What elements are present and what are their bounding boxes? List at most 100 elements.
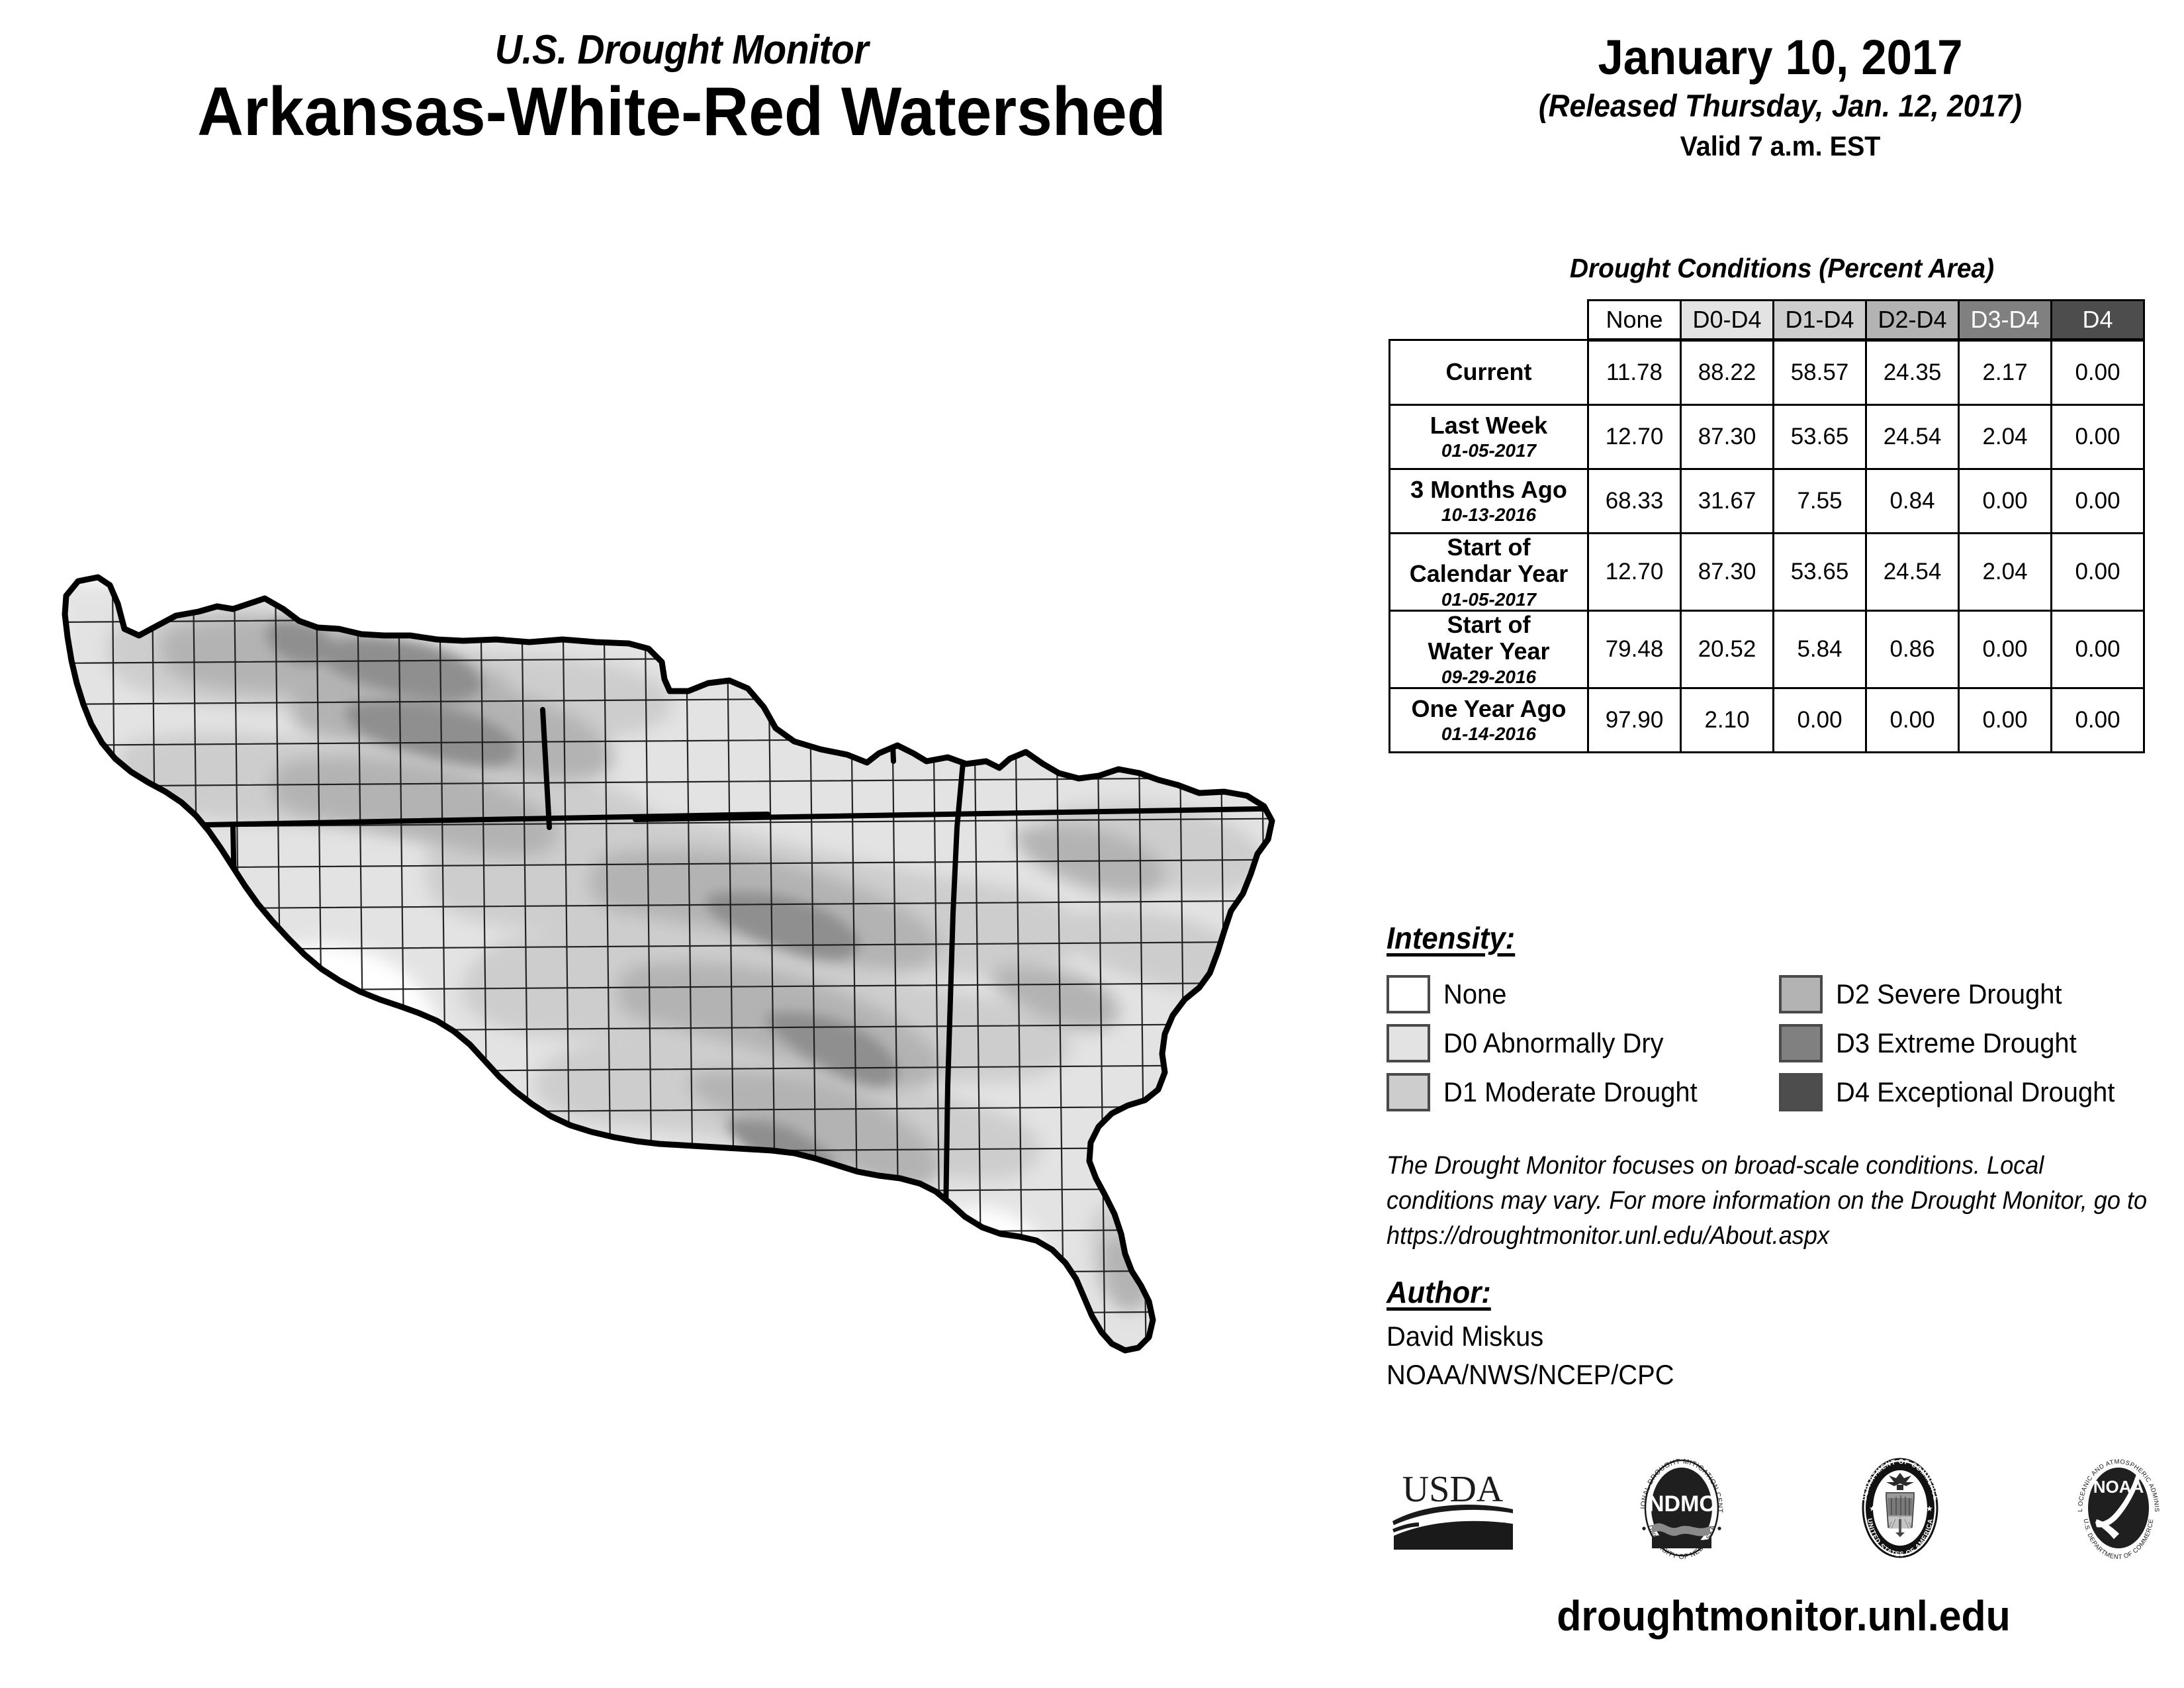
drought-conditions-table: None D0-D4 D1-D4 D2-D4 D3-D4 D4 Current 1… xyxy=(1388,299,2145,753)
row-label-date: 09-29-2016 xyxy=(1441,666,1537,687)
table-row: Start of Calendar Year 01-05-2017 12.70 87.3… xyxy=(1388,532,2145,612)
legend-item-1: D2 Severe Drought xyxy=(1779,970,2153,1019)
row-label-date: 10-13-2016 xyxy=(1441,504,1537,526)
cell-r2-c0: 68.33 xyxy=(1587,468,1682,534)
cell-r3-c1: 87.30 xyxy=(1680,532,1774,612)
cell-r4-c5: 0.00 xyxy=(2050,609,2145,689)
legend-label: D3 Extreme Drought xyxy=(1836,1027,2077,1058)
svg-text:★: ★ xyxy=(1869,1504,1876,1513)
cell-r5-c3: 0.00 xyxy=(1865,686,1960,753)
legend-label: None xyxy=(1443,978,1507,1009)
column-header-none: None xyxy=(1587,299,1682,342)
cell-r4-c1: 20.52 xyxy=(1680,609,1774,689)
valid-time: Valid 7 a.m. EST xyxy=(1680,130,1881,162)
row-label-4: Start of Water Year 09-29-2016 xyxy=(1388,609,1589,689)
title-block: U.S. Drought Monitor Arkansas-White-Red … xyxy=(0,30,1363,150)
author-organization: NOAA/NWS/NCEP/CPC xyxy=(1387,1359,1674,1390)
footer-url: droughtmonitor.unl.edu xyxy=(1557,1592,2011,1640)
intensity-heading: Intensity: xyxy=(1387,921,1516,955)
disclaimer-text: The Drought Monitor focuses on broad-sca… xyxy=(1387,1152,2148,1250)
column-header-d3: D3-D4 xyxy=(1958,299,2052,342)
page-title: Arkansas-White-Red Watershed xyxy=(197,73,1166,150)
legend-label: D1 Moderate Drought xyxy=(1443,1076,1698,1107)
cell-r4-c4: 0.00 xyxy=(1958,609,2052,689)
legend-swatch xyxy=(1387,975,1430,1013)
row-label-3: Start of Calendar Year 01-05-2017 xyxy=(1388,532,1589,612)
cell-r3-c3: 24.54 xyxy=(1865,532,1960,612)
doc-seal: DEPARTMENT OF COMMERCE UNITED STATES OF … xyxy=(1848,1445,1952,1574)
svg-text:★: ★ xyxy=(1926,1504,1933,1513)
cell-r3-c5: 0.00 xyxy=(2050,532,2145,612)
table-row: 3 Months Ago 10-13-2016 68.33 31.67 7.55 0.84… xyxy=(1388,468,2145,534)
row-label-text: Start of Calendar Year xyxy=(1409,534,1569,588)
author-heading: Author: xyxy=(1387,1275,1491,1309)
table-body: Current 11.78 88.22 58.57 24.35 2.17 0.00 Last … xyxy=(1388,339,2145,753)
table-row: Last Week 01-05-2017 12.70 87.30 53.65 24.54 2… xyxy=(1388,404,2145,470)
legend-swatch xyxy=(1779,1073,1823,1111)
table-row: One Year Ago 01-14-2016 97.90 2.10 0.00 0.00 0… xyxy=(1388,686,2145,753)
cell-r3-c4: 2.04 xyxy=(1958,532,2052,612)
cell-r3-c0: 12.70 xyxy=(1587,532,1682,612)
cell-r5-c1: 2.10 xyxy=(1680,686,1774,753)
logo-row: USDA NATIONAL DROUGHT MITIGATION CENTER … xyxy=(1390,1439,2171,1575)
cell-r3-c2: 53.65 xyxy=(1772,532,1867,612)
cell-r1-c2: 53.65 xyxy=(1772,404,1867,470)
drought-map xyxy=(40,543,1357,1383)
legend-label: D0 Abnormally Dry xyxy=(1443,1027,1664,1058)
noaa-logo: NATIONAL OCEANIC AND ATMOSPHERIC ADMINIS… xyxy=(2064,1440,2171,1574)
cell-r2-c5: 0.00 xyxy=(2050,468,2145,534)
row-label-text: Start of Water Year xyxy=(1428,610,1550,665)
map-svg xyxy=(62,574,1275,1354)
legend-swatch xyxy=(1779,1024,1823,1062)
table-row: Current 11.78 88.22 58.57 24.35 2.17 0.00 xyxy=(1388,339,2145,406)
cell-r1-c5: 0.00 xyxy=(2050,404,2145,470)
row-label-text: Last Week xyxy=(1430,412,1548,440)
cell-r0-c0: 11.78 xyxy=(1587,339,1682,406)
legend-item-3: D3 Extreme Drought xyxy=(1779,1019,2153,1068)
row-label-5: One Year Ago 01-14-2016 xyxy=(1388,686,1589,753)
cell-r0-c1: 88.22 xyxy=(1680,339,1774,406)
row-label-date: 01-14-2016 xyxy=(1441,724,1537,745)
svg-text:NOAA: NOAA xyxy=(2093,1477,2144,1497)
cell-r2-c2: 7.55 xyxy=(1772,468,1867,534)
svg-text:USDA: USDA xyxy=(1402,1469,1504,1510)
cell-r5-c2: 0.00 xyxy=(1772,686,1867,753)
legend-swatch xyxy=(1779,975,1823,1013)
date-block: January 10, 2017 (Released Thursday, Jan… xyxy=(1383,32,2177,162)
cell-r5-c0: 97.90 xyxy=(1587,686,1682,753)
cell-r0-c5: 0.00 xyxy=(2050,339,2145,406)
column-header-d4: D4 xyxy=(2050,299,2145,342)
watershed-outline xyxy=(62,574,1275,1354)
cell-r2-c3: 0.84 xyxy=(1865,468,1960,534)
ndmc-logo: NATIONAL DROUGHT MITIGATION CENTER UNIVE… xyxy=(1627,1439,1734,1574)
table-caption: Drought Conditions (Percent Area) xyxy=(1569,253,1995,283)
cell-r2-c4: 0.00 xyxy=(1958,468,2052,534)
author-name: David Miskus xyxy=(1387,1321,1544,1352)
legend-item-5: D4 Exceptional Drought xyxy=(1779,1068,2153,1117)
cell-r0-c4: 2.17 xyxy=(1958,339,2052,406)
column-header-d0: D0-D4 xyxy=(1680,299,1774,342)
valid-date: January 10, 2017 xyxy=(1598,30,1963,85)
legend-item-0: None xyxy=(1387,970,1760,1019)
usda-logo: USDA xyxy=(1390,1463,1516,1556)
cell-r1-c1: 87.30 xyxy=(1680,404,1774,470)
cell-r4-c2: 5.84 xyxy=(1772,609,1867,689)
legend-swatch xyxy=(1387,1073,1430,1111)
svg-text:NDMC: NDMC xyxy=(1648,1491,1715,1517)
legend-item-4: D1 Moderate Drought xyxy=(1387,1068,1760,1117)
map-drought-shading xyxy=(65,577,1272,1350)
cell-r0-c2: 58.57 xyxy=(1772,339,1867,406)
cell-r4-c0: 79.48 xyxy=(1587,609,1682,689)
cell-r1-c0: 12.70 xyxy=(1587,404,1682,470)
row-label-0: Current xyxy=(1388,339,1589,406)
row-label-date: 01-05-2017 xyxy=(1441,440,1537,461)
cell-r1-c3: 24.54 xyxy=(1865,404,1960,470)
row-label-text: 3 Months Ago xyxy=(1410,476,1567,504)
row-label-2: 3 Months Ago 10-13-2016 xyxy=(1388,468,1589,534)
row-label-date: 01-05-2017 xyxy=(1441,588,1537,610)
legend-label: D2 Severe Drought xyxy=(1836,978,2062,1009)
cell-r5-c5: 0.00 xyxy=(2050,686,2145,753)
legend-swatch xyxy=(1387,1024,1430,1062)
cell-r0-c3: 24.35 xyxy=(1865,339,1960,406)
released-date: (Released Thursday, Jan. 12, 2017) xyxy=(1538,87,2023,123)
